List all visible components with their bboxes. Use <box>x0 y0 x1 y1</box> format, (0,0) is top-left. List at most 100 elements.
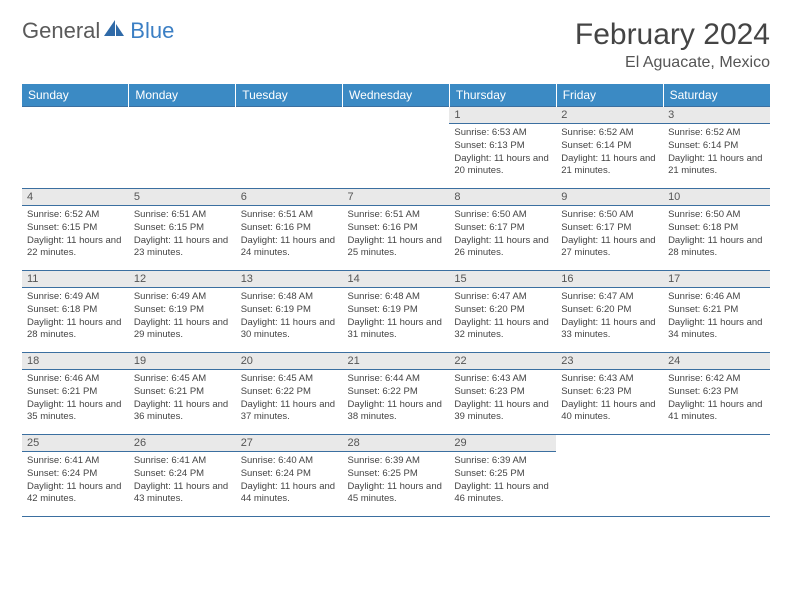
calendar-cell: 22Sunrise: 6:43 AMSunset: 6:23 PMDayligh… <box>449 353 556 435</box>
sunrise-text: Sunrise: 6:49 AM <box>134 291 231 304</box>
sunrise-text: Sunrise: 6:50 AM <box>561 209 658 222</box>
day-info: Sunrise: 6:43 AMSunset: 6:23 PMDaylight:… <box>449 370 556 428</box>
calendar-cell: 10Sunrise: 6:50 AMSunset: 6:18 PMDayligh… <box>663 189 770 271</box>
daylight-text: Daylight: 11 hours and 43 minutes. <box>134 481 231 507</box>
day-info: Sunrise: 6:44 AMSunset: 6:22 PMDaylight:… <box>343 370 450 428</box>
calendar-cell: 23Sunrise: 6:43 AMSunset: 6:23 PMDayligh… <box>556 353 663 435</box>
weekday-header: Thursday <box>449 84 556 107</box>
daylight-text: Daylight: 11 hours and 23 minutes. <box>134 235 231 261</box>
calendar-cell: 25Sunrise: 6:41 AMSunset: 6:24 PMDayligh… <box>22 435 129 517</box>
calendar-cell: 9Sunrise: 6:50 AMSunset: 6:17 PMDaylight… <box>556 189 663 271</box>
day-info: Sunrise: 6:48 AMSunset: 6:19 PMDaylight:… <box>236 288 343 346</box>
calendar-cell: 29Sunrise: 6:39 AMSunset: 6:25 PMDayligh… <box>449 435 556 517</box>
sunset-text: Sunset: 6:21 PM <box>134 386 231 399</box>
day-info: Sunrise: 6:50 AMSunset: 6:17 PMDaylight:… <box>556 206 663 264</box>
daylight-text: Daylight: 11 hours and 34 minutes. <box>668 317 765 343</box>
sunset-text: Sunset: 6:14 PM <box>561 140 658 153</box>
day-number: 8 <box>449 189 556 206</box>
calendar-week-row: 18Sunrise: 6:46 AMSunset: 6:21 PMDayligh… <box>22 353 770 435</box>
daylight-text: Daylight: 11 hours and 31 minutes. <box>348 317 445 343</box>
sunrise-text: Sunrise: 6:51 AM <box>134 209 231 222</box>
calendar-cell: 1Sunrise: 6:53 AMSunset: 6:13 PMDaylight… <box>449 107 556 189</box>
calendar-cell: 12Sunrise: 6:49 AMSunset: 6:19 PMDayligh… <box>129 271 236 353</box>
calendar-cell <box>556 435 663 517</box>
calendar-cell: 20Sunrise: 6:45 AMSunset: 6:22 PMDayligh… <box>236 353 343 435</box>
calendar-cell <box>663 435 770 517</box>
daylight-text: Daylight: 11 hours and 40 minutes. <box>561 399 658 425</box>
calendar-cell: 13Sunrise: 6:48 AMSunset: 6:19 PMDayligh… <box>236 271 343 353</box>
day-number: 6 <box>236 189 343 206</box>
sunrise-text: Sunrise: 6:41 AM <box>134 455 231 468</box>
day-number: 18 <box>22 353 129 370</box>
daylight-text: Daylight: 11 hours and 33 minutes. <box>561 317 658 343</box>
calendar-cell: 26Sunrise: 6:41 AMSunset: 6:24 PMDayligh… <box>129 435 236 517</box>
daylight-text: Daylight: 11 hours and 24 minutes. <box>241 235 338 261</box>
day-info: Sunrise: 6:52 AMSunset: 6:15 PMDaylight:… <box>22 206 129 264</box>
daylight-text: Daylight: 11 hours and 28 minutes. <box>668 235 765 261</box>
day-number-empty <box>556 435 663 451</box>
calendar-cell: 3Sunrise: 6:52 AMSunset: 6:14 PMDaylight… <box>663 107 770 189</box>
day-info: Sunrise: 6:47 AMSunset: 6:20 PMDaylight:… <box>449 288 556 346</box>
daylight-text: Daylight: 11 hours and 30 minutes. <box>241 317 338 343</box>
logo-sail-icon <box>104 18 126 44</box>
daylight-text: Daylight: 11 hours and 46 minutes. <box>454 481 551 507</box>
calendar-week-row: 4Sunrise: 6:52 AMSunset: 6:15 PMDaylight… <box>22 189 770 271</box>
day-info: Sunrise: 6:50 AMSunset: 6:18 PMDaylight:… <box>663 206 770 264</box>
day-number: 1 <box>449 107 556 124</box>
day-info: Sunrise: 6:47 AMSunset: 6:20 PMDaylight:… <box>556 288 663 346</box>
calendar-cell: 8Sunrise: 6:50 AMSunset: 6:17 PMDaylight… <box>449 189 556 271</box>
location: El Aguacate, Mexico <box>575 54 770 72</box>
calendar-cell: 19Sunrise: 6:45 AMSunset: 6:21 PMDayligh… <box>129 353 236 435</box>
weekday-header: Friday <box>556 84 663 107</box>
daylight-text: Daylight: 11 hours and 29 minutes. <box>134 317 231 343</box>
daylight-text: Daylight: 11 hours and 36 minutes. <box>134 399 231 425</box>
calendar-week-row: 11Sunrise: 6:49 AMSunset: 6:18 PMDayligh… <box>22 271 770 353</box>
day-number: 3 <box>663 107 770 124</box>
sunset-text: Sunset: 6:20 PM <box>454 304 551 317</box>
day-number: 28 <box>343 435 450 452</box>
sunrise-text: Sunrise: 6:39 AM <box>454 455 551 468</box>
day-info: Sunrise: 6:49 AMSunset: 6:19 PMDaylight:… <box>129 288 236 346</box>
calendar-cell: 2Sunrise: 6:52 AMSunset: 6:14 PMDaylight… <box>556 107 663 189</box>
calendar-cell: 28Sunrise: 6:39 AMSunset: 6:25 PMDayligh… <box>343 435 450 517</box>
weekday-header: Wednesday <box>343 84 450 107</box>
weekday-header: Tuesday <box>236 84 343 107</box>
sunset-text: Sunset: 6:19 PM <box>241 304 338 317</box>
sunrise-text: Sunrise: 6:47 AM <box>561 291 658 304</box>
sunrise-text: Sunrise: 6:51 AM <box>241 209 338 222</box>
day-info: Sunrise: 6:45 AMSunset: 6:21 PMDaylight:… <box>129 370 236 428</box>
day-info: Sunrise: 6:48 AMSunset: 6:19 PMDaylight:… <box>343 288 450 346</box>
sunset-text: Sunset: 6:16 PM <box>241 222 338 235</box>
calendar-cell: 6 Sunrise: 6:51 AMSunset: 6:16 PMDaylight… <box>236 189 343 271</box>
sunset-text: Sunset: 6:15 PM <box>134 222 231 235</box>
sunrise-text: Sunrise: 6:41 AM <box>27 455 124 468</box>
sunrise-text: Sunrise: 6:40 AM <box>241 455 338 468</box>
sunrise-text: Sunrise: 6:53 AM <box>454 127 551 140</box>
calendar-cell: 4Sunrise: 6:52 AMSunset: 6:15 PMDaylight… <box>22 189 129 271</box>
day-number: 26 <box>129 435 236 452</box>
daylight-text: Daylight: 11 hours and 45 minutes. <box>348 481 445 507</box>
day-number-empty <box>129 107 236 123</box>
sunset-text: Sunset: 6:25 PM <box>454 468 551 481</box>
header: General Blue February 2024 El Aguacate, … <box>22 18 770 72</box>
daylight-text: Daylight: 11 hours and 21 minutes. <box>561 153 658 179</box>
day-number: 10 <box>663 189 770 206</box>
sunrise-text: Sunrise: 6:45 AM <box>241 373 338 386</box>
calendar-cell: 7Sunrise: 6:51 AMSunset: 6:16 PMDaylight… <box>343 189 450 271</box>
day-number: 27 <box>236 435 343 452</box>
day-number: 14 <box>343 271 450 288</box>
weekday-header: Saturday <box>663 84 770 107</box>
day-info: Sunrise: 6:50 AMSunset: 6:17 PMDaylight:… <box>449 206 556 264</box>
sunset-text: Sunset: 6:23 PM <box>454 386 551 399</box>
daylight-text: Daylight: 11 hours and 42 minutes. <box>27 481 124 507</box>
sunrise-text: Sunrise: 6:46 AM <box>27 373 124 386</box>
day-info: Sunrise: 6:42 AMSunset: 6:23 PMDaylight:… <box>663 370 770 428</box>
calendar-cell: 16Sunrise: 6:47 AMSunset: 6:20 PMDayligh… <box>556 271 663 353</box>
sunset-text: Sunset: 6:18 PM <box>27 304 124 317</box>
day-number-empty <box>236 107 343 123</box>
day-number: 4 <box>22 189 129 206</box>
day-info: Sunrise: 6:41 AMSunset: 6:24 PMDaylight:… <box>129 452 236 510</box>
sunset-text: Sunset: 6:14 PM <box>668 140 765 153</box>
daylight-text: Daylight: 11 hours and 32 minutes. <box>454 317 551 343</box>
sunrise-text: Sunrise: 6:43 AM <box>454 373 551 386</box>
